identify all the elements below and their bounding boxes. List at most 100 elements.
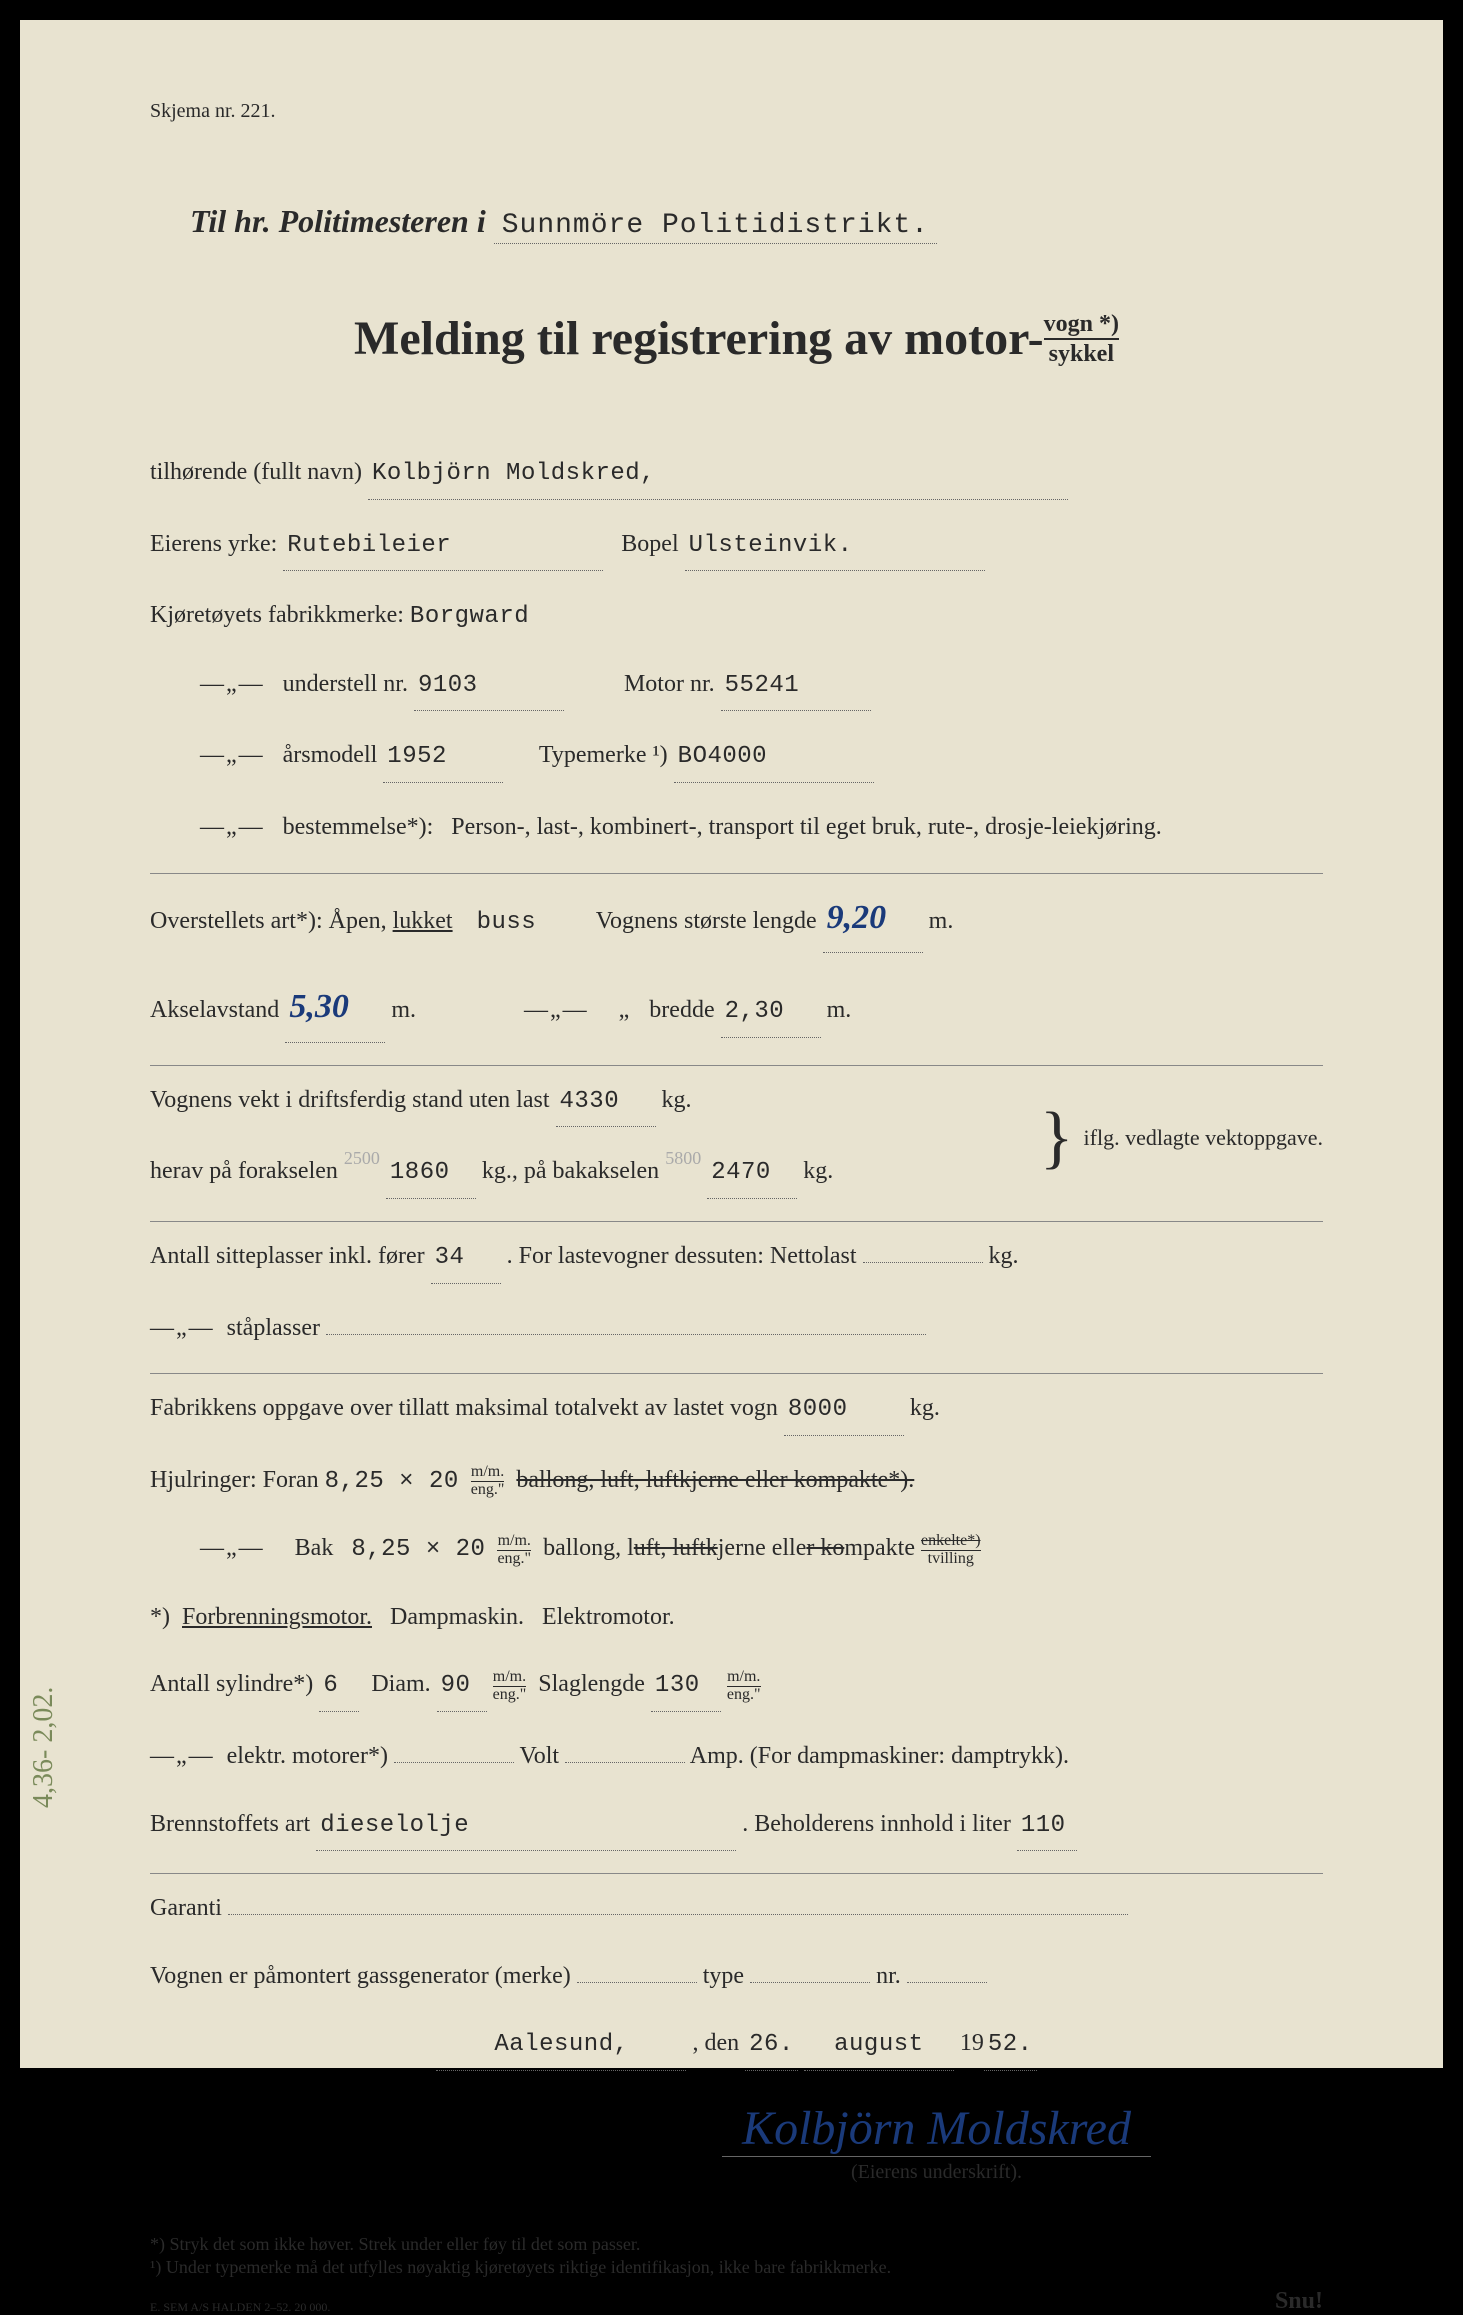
- bracket: }: [1030, 1117, 1084, 1159]
- date-day: 26.: [745, 2022, 798, 2071]
- type-label: Typemerke ¹): [539, 742, 668, 768]
- warranty-value: [228, 1912, 1128, 1915]
- form-number: Skjema nr. 221.: [150, 100, 1323, 123]
- model-value: 1952: [383, 734, 503, 783]
- amp-label: Amp. (For dampmaskiner: damptrykk).: [690, 1743, 1069, 1769]
- motor-label: Motor nr.: [624, 671, 715, 697]
- diam-label: Diam.: [371, 1671, 430, 1697]
- weight-line: Vognens vekt i driftsferdig stand uten l…: [150, 1078, 1030, 1128]
- length-unit: m.: [929, 908, 954, 934]
- signature: Kolbjörn Moldskred: [722, 2101, 1151, 2157]
- ditto: —„—: [150, 1743, 215, 1769]
- front-value: 1860: [386, 1150, 476, 1199]
- ditto: —„—: [200, 1535, 265, 1561]
- frac-bot: eng.": [493, 1687, 527, 1703]
- tank-label: . Beholderens innhold i liter: [742, 1811, 1011, 1837]
- axle-unit1: kg., på bakakselen: [482, 1158, 659, 1184]
- body-bus: buss: [477, 909, 537, 936]
- cargo-label: . For lastevogner dessuten: Nettolast: [507, 1243, 857, 1269]
- electric-label: elektr. motorer*): [227, 1743, 388, 1769]
- gasgen-make: [577, 1980, 697, 1983]
- weight-unit: kg.: [662, 1087, 692, 1113]
- residence-value: Ulsteinvik.: [685, 523, 985, 572]
- cyl-frac: m/m.eng.": [493, 1669, 527, 1703]
- frac-bot: eng.": [497, 1551, 531, 1567]
- cyl-label: Antall sylindre*): [150, 1671, 313, 1697]
- gasgen-type: [750, 1980, 870, 1983]
- owner-line: tilhørende (fullt navn) Kolbjörn Moldskr…: [150, 450, 1323, 500]
- imprint: E. SEM A/S HALDEN 2–52. 20 000.: [150, 2300, 330, 2315]
- type-value: BO4000: [674, 734, 874, 783]
- wheelbase-label: Akselavstand: [150, 997, 279, 1023]
- title-suffix-bottom: sykkel: [1044, 340, 1119, 366]
- chassis-line: —„— understell nr. 9103 Motor nr. 55241: [150, 662, 1323, 712]
- ditto: —„—: [200, 742, 265, 768]
- engine-type-line: *) Forbrenningsmotor. Dampmaskin. Elektr…: [150, 1595, 1323, 1641]
- wheelbase-line: Akselavstand 5,30 m. —„— „ bredde 2,30 m…: [150, 975, 1323, 1043]
- engine-star: *): [150, 1604, 170, 1630]
- title-suffix-top: vogn *): [1044, 312, 1119, 340]
- ditto: „: [619, 997, 632, 1023]
- addressee-line: Til hr. Politimesteren i Sunnmöre Politi…: [150, 203, 1323, 241]
- footnote-1: *) Stryk det som ikke høver. Strek under…: [150, 2234, 1323, 2255]
- maxweight-unit: kg.: [910, 1395, 940, 1421]
- form-title: Melding til registrering av motor-vogn *…: [150, 311, 1323, 370]
- year-prefix: 19: [960, 2030, 984, 2056]
- footnote-2: ¹) Under typemerke må det utfylles nøyak…: [150, 2257, 1323, 2278]
- engine-electric: Elektromotor.: [542, 1604, 675, 1630]
- tyres-front-tail: ballong, luft, luftkjerne eller kompakte…: [516, 1467, 914, 1493]
- rear-faint: 5800: [665, 1148, 701, 1168]
- owner-label: tilhørende (fullt navn): [150, 459, 362, 485]
- signature-label: (Eierens underskrift).: [550, 2161, 1323, 2184]
- gasgen-type-label: type: [703, 1963, 744, 1989]
- tail-mid: jerne elle: [718, 1535, 807, 1561]
- footnotes: *) Stryk det som ikke høver. Strek under…: [150, 2234, 1323, 2278]
- frac-top: m/m.: [727, 1669, 761, 1687]
- cylinders-line: Antall sylindre*) 6 Diam. 90 m/m.eng." S…: [150, 1662, 1323, 1712]
- warranty-line: Garanti: [150, 1886, 1323, 1932]
- tyres-front-value: 8,25 × 20: [325, 1468, 459, 1495]
- width-label: bredde: [649, 997, 714, 1023]
- make-label: Kjøretøyets fabrikkmerke:: [150, 602, 404, 628]
- signature-area: Kolbjörn Moldskred (Eierens underskrift)…: [150, 2101, 1323, 2184]
- axle-unit2: kg.: [803, 1158, 833, 1184]
- twin-bot: tvilling: [921, 1551, 981, 1567]
- frac-top: m/m.: [497, 1533, 531, 1551]
- wheelbase-value: 5,30: [285, 975, 385, 1043]
- cyl-frac2: m/m.eng.": [727, 1669, 761, 1703]
- weight-value: 4330: [556, 1079, 656, 1128]
- ditto: —„—: [150, 1315, 215, 1341]
- axle-line: herav på forakselen 2500 1860 kg., på ba…: [150, 1149, 1030, 1199]
- divider: [150, 1221, 1323, 1222]
- stroke-label: Slaglengde: [538, 1671, 645, 1697]
- tail-pre: ballong, l: [543, 1535, 634, 1561]
- tyres-front-label: Hjulringer: Foran: [150, 1467, 319, 1493]
- tail-post: mpakte: [844, 1535, 915, 1561]
- tyres-front-line: Hjulringer: Foran 8,25 × 20 m/m.eng." ba…: [150, 1458, 1323, 1505]
- gasgen-label: Vognen er påmontert gassgenerator (merke…: [150, 1963, 571, 1989]
- body-label: Overstellets art*): Åpen,: [150, 908, 387, 934]
- gasgen-nr-label: nr.: [876, 1963, 901, 1989]
- occupation-line: Eierens yrke: Rutebileier Bopel Ulsteinv…: [150, 522, 1323, 572]
- seats-value: 34: [431, 1235, 501, 1284]
- owner-value: Kolbjörn Moldskred,: [368, 451, 1068, 500]
- ditto: —„—: [524, 997, 589, 1023]
- date-month: august: [804, 2022, 954, 2071]
- warranty-label: Garanti: [150, 1895, 222, 1921]
- residence-label: Bopel: [621, 531, 678, 557]
- title-suffix: vogn *)sykkel: [1044, 312, 1119, 366]
- bottom-row: E. SEM A/S HALDEN 2–52. 20 000. Snu!: [150, 2288, 1323, 2315]
- addressee-value: Sunnmöre Politidistrikt.: [494, 210, 937, 244]
- date-line: Aalesund, , den 26. august 1952.: [150, 2021, 1323, 2071]
- tyre-frac: m/m.eng.": [497, 1533, 531, 1567]
- motor-value: 55241: [721, 663, 871, 712]
- seats-line: Antall sitteplasser inkl. fører 34 . For…: [150, 1234, 1323, 1284]
- divider: [150, 1873, 1323, 1874]
- ditto: —„—: [200, 671, 265, 697]
- electric-line: —„— elektr. motorer*) Volt Amp. (For dam…: [150, 1734, 1323, 1780]
- width-value: 2,30: [721, 989, 821, 1038]
- document-page: 4,36- 2,02. Skjema nr. 221. Til hr. Poli…: [20, 20, 1443, 2068]
- front-faint: 2500: [344, 1148, 380, 1168]
- divider: [150, 1065, 1323, 1066]
- wheelbase-unit: m.: [391, 997, 416, 1023]
